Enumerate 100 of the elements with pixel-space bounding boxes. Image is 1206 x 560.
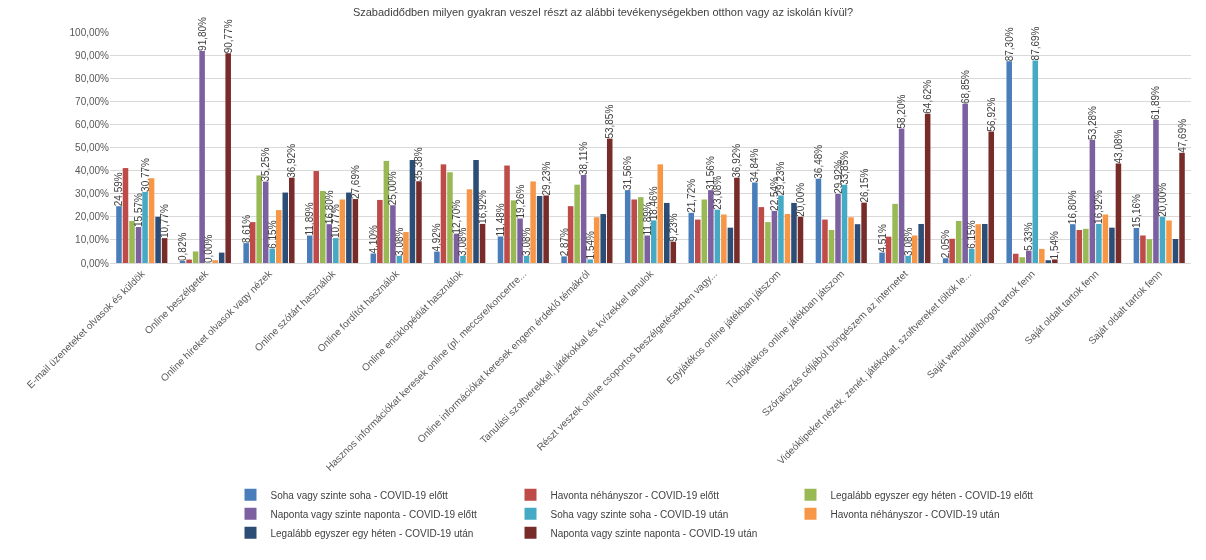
bar	[587, 259, 593, 263]
bar	[212, 260, 218, 263]
data-label: 4,10%	[367, 225, 379, 254]
bar	[148, 178, 155, 263]
bar	[734, 177, 740, 263]
bar	[1083, 228, 1089, 263]
data-label: 36,92%	[731, 143, 743, 178]
data-label: 20,00%	[794, 182, 806, 217]
bar	[434, 251, 440, 263]
bar	[791, 202, 797, 263]
bar	[949, 238, 955, 263]
bar	[390, 205, 396, 263]
data-label: 1,54%	[1049, 230, 1061, 260]
bar	[574, 184, 580, 263]
bar	[1109, 227, 1115, 263]
bar	[624, 190, 631, 263]
bar	[664, 202, 670, 263]
data-label: 15,16%	[1130, 193, 1142, 228]
data-label: 0,00%	[203, 234, 215, 263]
data-label: 30,77%	[139, 157, 151, 192]
bar	[631, 199, 637, 263]
chart-title: Szabadidődben milyen gyakran veszel részt az alábbi tevékenységekben otthon vagy az iskolán kívül?	[352, 6, 854, 19]
data-label: 2,87%	[558, 227, 570, 257]
bar	[161, 238, 168, 263]
data-label: 21,72%	[685, 178, 697, 213]
bar	[765, 222, 771, 263]
bar	[879, 252, 885, 263]
bar	[822, 219, 828, 263]
bar	[752, 182, 758, 263]
bar	[561, 256, 567, 263]
bar	[1096, 223, 1102, 263]
data-label: 25,00%	[387, 171, 399, 206]
legend-label: Legalább egyszer egy héten - COVID-19 előtt	[830, 489, 1034, 501]
bar	[644, 235, 651, 263]
bar	[1166, 220, 1172, 263]
bar	[784, 214, 791, 263]
bar	[142, 191, 148, 263]
data-label: 11,48%	[495, 203, 507, 237]
bar	[1146, 239, 1153, 263]
bar	[199, 50, 205, 263]
bar	[688, 212, 695, 263]
data-label: 10,77%	[159, 204, 171, 239]
data-label: 16,92%	[477, 189, 489, 224]
bar	[1070, 224, 1076, 263]
bar	[275, 210, 282, 263]
bar	[129, 220, 135, 263]
data-label: 16,80%	[1067, 190, 1079, 225]
bar	[701, 199, 708, 263]
bar	[1052, 259, 1058, 263]
y-tick-label: 30,00%	[75, 188, 110, 200]
legend-label: Naponta vagy szinte naponta - COVID-19 után	[550, 527, 758, 539]
bar	[835, 193, 841, 263]
y-tick-label: 100,00%	[69, 26, 110, 38]
bar	[650, 220, 657, 263]
data-label: 24,59%	[113, 172, 125, 207]
bar	[135, 227, 142, 263]
bar	[510, 200, 517, 263]
y-tick-label: 10,00%	[75, 234, 110, 246]
bar	[1032, 60, 1039, 263]
bar	[122, 168, 129, 263]
bar	[269, 248, 275, 263]
data-label: 2,05%	[940, 229, 952, 259]
bar	[797, 216, 804, 263]
bar	[898, 128, 905, 263]
y-tick-label: 20,00%	[75, 211, 110, 223]
bar	[352, 199, 359, 263]
bar	[1076, 229, 1083, 263]
bar	[282, 192, 289, 263]
bar	[243, 243, 249, 263]
y-tick-label: 60,00%	[75, 118, 110, 130]
bar	[249, 222, 256, 263]
y-tick-label: 80,00%	[75, 72, 110, 84]
bar	[848, 217, 854, 263]
data-label: 3,08%	[521, 227, 533, 256]
data-label: 43,08%	[1112, 129, 1124, 164]
bar	[981, 223, 988, 263]
data-label: 31,56%	[622, 156, 634, 191]
y-tick-label: 90,00%	[75, 49, 110, 61]
bar	[854, 224, 861, 263]
bar	[1179, 152, 1185, 263]
bar	[517, 218, 523, 263]
data-label: 19,26%	[514, 184, 526, 219]
data-label: 4,92%	[431, 223, 443, 252]
bar	[758, 207, 765, 263]
bar	[892, 203, 898, 263]
data-label: 3,08%	[393, 227, 405, 256]
bar	[771, 210, 778, 263]
data-label: 90,77%	[222, 19, 234, 54]
bar	[403, 232, 409, 263]
bar	[975, 224, 981, 263]
bar	[1006, 61, 1012, 263]
bar	[1140, 235, 1146, 263]
bar	[473, 159, 479, 263]
bar	[1159, 216, 1166, 263]
bar	[333, 238, 339, 263]
bar	[1172, 238, 1179, 263]
data-label: 36,48%	[812, 144, 824, 179]
data-label: 53,85%	[604, 104, 616, 139]
bar	[905, 255, 911, 263]
data-label: 87,30%	[1003, 27, 1015, 62]
